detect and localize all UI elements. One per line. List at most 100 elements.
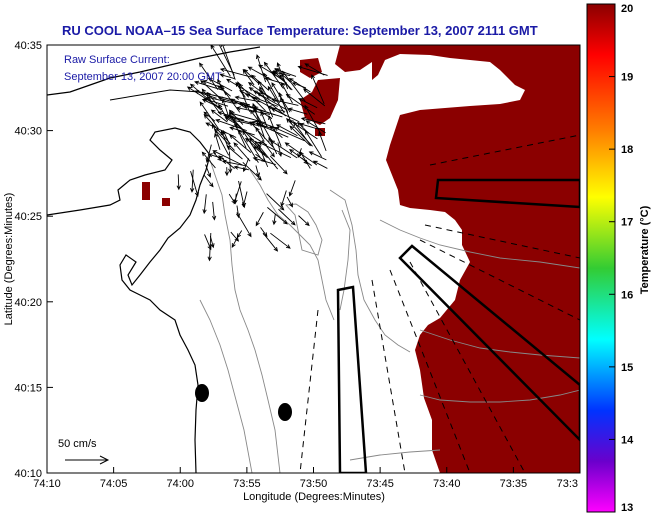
current-vector: [202, 80, 225, 90]
colorbar-tick-label: 19: [621, 72, 633, 84]
bathymetry-contours: [199, 159, 580, 473]
current-vector: [255, 122, 289, 138]
current-vector: [298, 215, 310, 227]
current-vector: [186, 86, 222, 109]
current-vector: [256, 91, 287, 117]
box-east: [434, 178, 580, 209]
current-vector: [267, 105, 286, 112]
sst-warm-region: [372, 45, 580, 473]
current-vector: [272, 213, 277, 226]
colorbar-tick-label: 20: [621, 3, 633, 15]
current-vector: [242, 69, 255, 86]
current-vector: [203, 97, 229, 107]
scale-label: 50 cm/s: [58, 438, 97, 450]
current-vector: [231, 118, 267, 128]
current-vector: [267, 85, 285, 114]
colorbar-tick-label: 18: [621, 144, 633, 156]
current-vector: [280, 82, 293, 104]
current-vector: [224, 167, 230, 177]
current-vector: [211, 123, 230, 156]
current-vector: [231, 237, 238, 248]
current-vector: [236, 230, 243, 239]
colorbar-tick-label: 13: [621, 502, 633, 514]
radar-beams: [299, 134, 580, 473]
shoal-outline: [109, 89, 251, 106]
current-vector: [214, 132, 221, 150]
current-vector: [255, 165, 261, 178]
current-vector: [273, 127, 305, 142]
current-vector: [190, 170, 199, 198]
x-tick-label: 73:45: [366, 478, 394, 490]
current-vector: [271, 98, 299, 106]
current-vector: [242, 158, 250, 173]
current-vector: [189, 83, 222, 111]
y-tick-label: 40:10: [14, 468, 42, 480]
current-vector: [287, 107, 308, 115]
box-south: [336, 285, 368, 473]
current-vector: [203, 174, 214, 188]
current-vector: [311, 74, 325, 105]
current-vector: [228, 151, 233, 174]
current-vector: [308, 151, 327, 161]
current-vector: [269, 155, 288, 175]
current-vector: [209, 235, 215, 249]
current-vector: [217, 78, 227, 96]
current-vector: [288, 180, 296, 197]
current-vector: [236, 205, 241, 219]
current-vector: [239, 90, 257, 100]
y-axis-ticks: 40:35 40:30 40:25 40:20 40:15 40:10: [14, 40, 53, 480]
x-axis-label: Longitude (Degrees:Minutes): [243, 491, 385, 503]
current-vector: [289, 148, 312, 166]
box-southeast: [398, 244, 580, 442]
figure-title: RU COOL NOAA–15 Sea Surface Temperature:…: [62, 23, 538, 38]
current-vector: [253, 106, 270, 118]
current-vector: [255, 153, 267, 163]
current-vector: [249, 121, 274, 148]
sst-patch-west: [142, 182, 150, 200]
current-vector: [305, 120, 326, 134]
colorbar-label: Temperature (°C): [639, 205, 651, 294]
current-vector: [255, 54, 267, 83]
current-vector: [285, 93, 316, 115]
current-vector: [229, 126, 255, 136]
current-vector: [176, 174, 181, 191]
current-vector: [234, 95, 261, 103]
y-tick-label: 40:20: [14, 297, 42, 309]
cloud-gap: [415, 70, 512, 104]
y-axis-label: Latitude (Degrees:Minutes): [3, 193, 15, 326]
current-label-line1: Raw Surface Current:: [64, 54, 170, 66]
colorbar-tick-label: 15: [621, 362, 633, 374]
current-vector: [289, 125, 311, 146]
colorbar: [586, 3, 616, 513]
current-vector: [288, 77, 311, 93]
x-tick-label: 73:40: [433, 478, 461, 490]
current-vector: [293, 121, 312, 147]
current-vectors: [176, 45, 328, 262]
current-vector: [202, 194, 207, 215]
current-vector: [266, 193, 285, 211]
current-vector: [261, 140, 275, 158]
current-vector: [281, 70, 306, 102]
current-vector: [233, 142, 251, 162]
current-vector: [203, 111, 216, 122]
current-vector: [228, 193, 236, 205]
colorbar-ticks: 20 19 18 17 16 15 14 13: [609, 3, 634, 514]
current-vector: [194, 80, 224, 91]
current-vector: [211, 201, 217, 221]
current-vector: [263, 72, 280, 104]
current-vector: [270, 140, 298, 159]
current-vector: [205, 144, 212, 163]
current-vector: [229, 134, 252, 153]
current-vector: [255, 212, 264, 227]
current-vector: [270, 232, 291, 249]
current-vector: [263, 61, 284, 89]
x-tick-label: 74:05: [100, 478, 128, 490]
y-tick-label: 40:15: [14, 382, 42, 394]
current-vector: [212, 150, 243, 166]
current-vector: [225, 115, 244, 122]
y-tick-label: 40:25: [14, 211, 42, 223]
current-vector: [280, 190, 287, 208]
sst-patch-west2: [162, 198, 170, 206]
current-vector: [194, 90, 217, 99]
